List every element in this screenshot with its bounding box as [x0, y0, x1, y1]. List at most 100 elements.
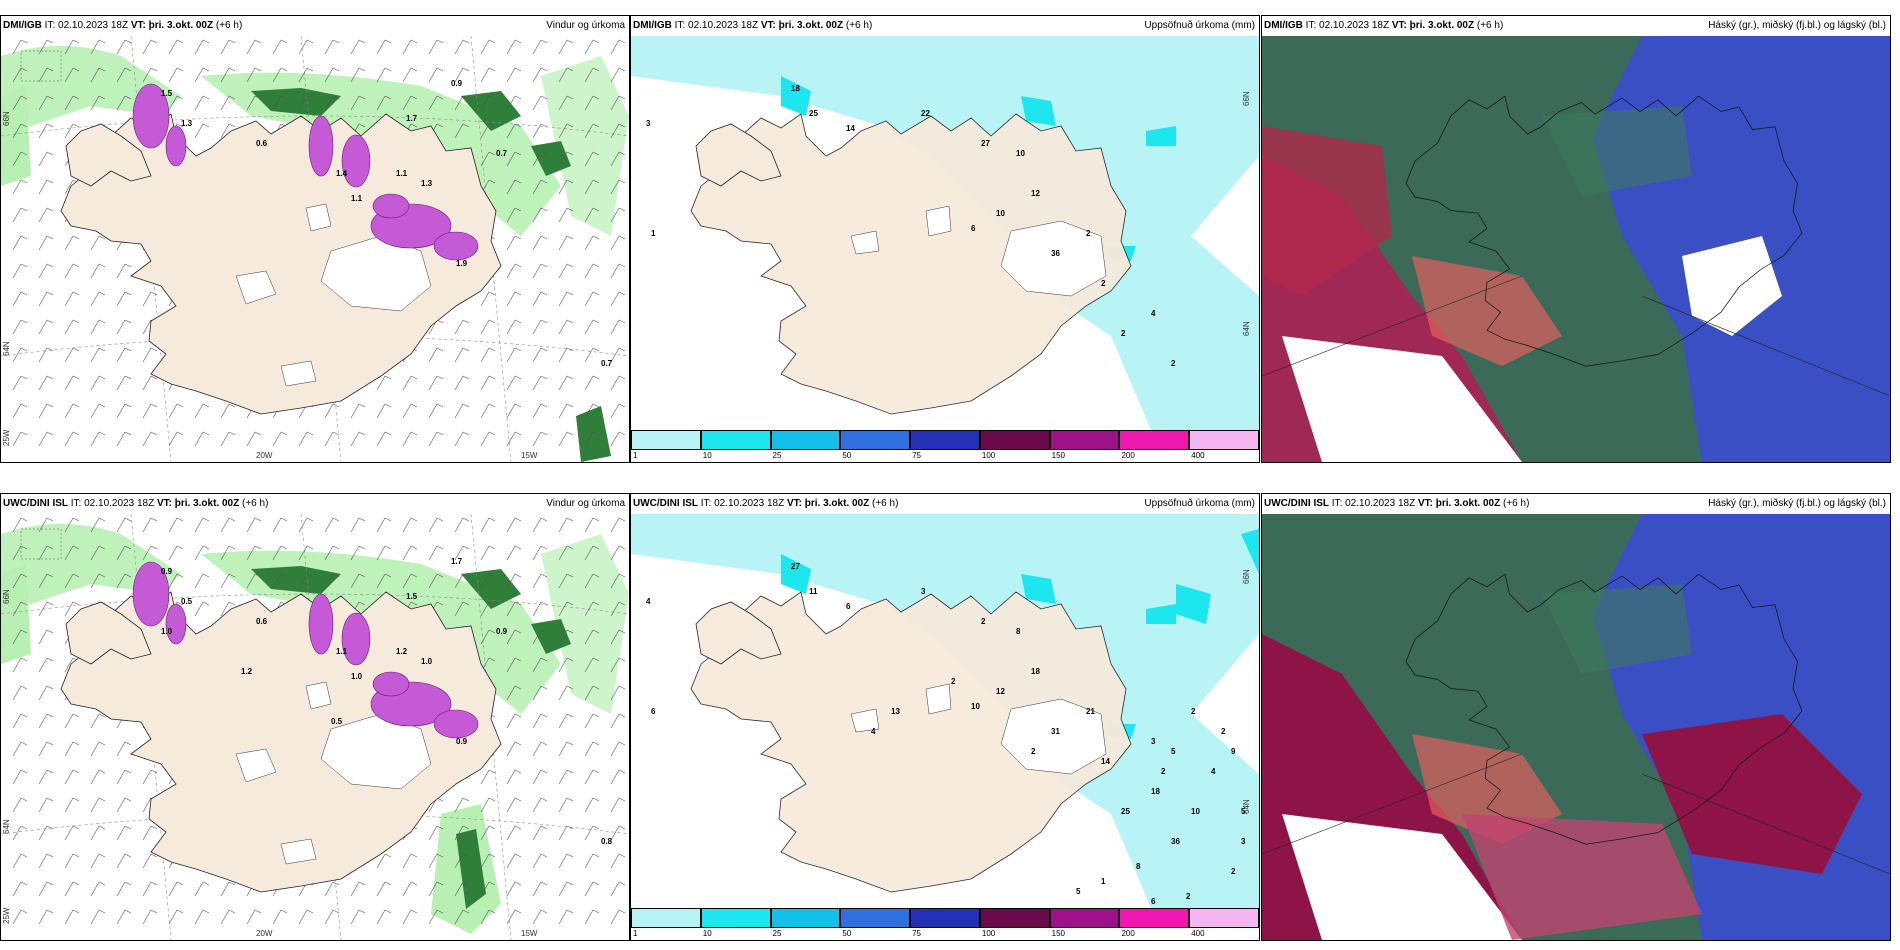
wind-barb: [38, 601, 54, 617]
lat-label-64n: 64N: [2, 819, 11, 834]
wind-barb: [532, 881, 548, 897]
wind-barb: [558, 797, 574, 813]
wind-barb: [584, 263, 600, 279]
wind-barb: [454, 347, 470, 363]
lon-label-25w: 25W: [2, 429, 11, 446]
map-wind-precip[interactable]: 20W 15W 25W 66N 64N 1.5 1.3 0.6 1.4 1.3 1.9 1.7 0.9 1…: [1, 36, 629, 462]
wind-barb: [376, 545, 392, 561]
wind-barb: [558, 713, 574, 729]
wind-barb: [610, 909, 626, 925]
precip-rate-label: 1.0: [351, 672, 363, 681]
wind-barb: [480, 39, 496, 55]
wind-barb: [168, 909, 184, 925]
valid-time: þri. 3.okt. 00Z: [148, 20, 214, 31]
precip-10mm-area: [1146, 126, 1176, 146]
wind-barb: [480, 601, 496, 617]
precip-10mm-area: [1021, 574, 1056, 604]
precip-amount-label: 14: [1101, 757, 1110, 766]
wind-barb: [272, 95, 288, 111]
wind-barb: [38, 151, 54, 167]
wind-barb: [194, 123, 210, 139]
init-time: 02.10.2023 18Z: [688, 20, 759, 31]
wind-barb: [454, 881, 470, 897]
precip-rate-label: 1.7: [406, 114, 418, 123]
wind-barb: [246, 67, 262, 83]
precip-amount-label: 2: [1171, 359, 1176, 368]
wind-barb: [168, 39, 184, 55]
wind-barb: [506, 657, 522, 673]
wind-barb: [64, 67, 80, 83]
wind-barb: [558, 517, 574, 533]
wind-barb: [350, 39, 366, 55]
wind-barb: [38, 375, 54, 391]
wind-barb: [584, 797, 600, 813]
map-clouds[interactable]: [1262, 36, 1890, 462]
wind-barb: [376, 517, 392, 533]
wind-barb: [64, 347, 80, 363]
colorbar-tick: 75: [912, 451, 922, 460]
wind-barb: [558, 291, 574, 307]
wind-barb: [90, 769, 106, 785]
wind-barb: [116, 741, 132, 757]
wind-barb: [272, 517, 288, 533]
precip-amount-label: 9: [1231, 747, 1236, 756]
wind-barb: [90, 431, 106, 447]
model-label: DMI/IGB: [633, 20, 672, 31]
product-title: Vindur og úrkoma: [546, 498, 625, 509]
panel-header: DMI/IGB IT: 02.10.2023 18Z VT: þri. 3.ok…: [1262, 16, 1890, 36]
map-clouds[interactable]: [1262, 514, 1890, 940]
wind-barb: [142, 67, 158, 83]
light-precip-area: [1, 86, 31, 186]
wind-barb: [246, 545, 262, 561]
westfjords-land: [65, 601, 152, 665]
wind-barb: [376, 909, 392, 925]
wind-barb: [12, 517, 28, 533]
precip-rate-label: 1.1: [336, 647, 348, 656]
wind-barb: [220, 573, 236, 589]
parallel-line: [1, 115, 629, 137]
wind-barb: [168, 881, 184, 897]
map-accum-precip[interactable]: 3 1 18 25 14 22 27 10 10 6 12 36 2 2 2 4 2 66N 64N: [631, 36, 1259, 430]
wind-barb: [480, 769, 496, 785]
map-wind-precip[interactable]: 20W 15W 25W 66N 64N 0.9 0.5 0.6 1.1 1.0 0.9 1.5 1.7 1…: [1, 514, 629, 940]
wind-barb: [532, 291, 548, 307]
wind-barb: [142, 347, 158, 363]
precip-amount-label: 3: [646, 119, 651, 128]
wind-barb: [168, 545, 184, 561]
colorbar-tick: 150: [1051, 451, 1066, 460]
wind-barb: [376, 403, 392, 419]
precip-rate-label: 0.9: [161, 567, 173, 576]
wind-barb: [532, 207, 548, 223]
precip-1mm-area: [631, 514, 1259, 908]
panel-accum-precip-dmi: DMI/IGB IT: 02.10.2023 18Z VT: þri. 3.ok…: [630, 15, 1260, 463]
wind-barb: [12, 769, 28, 785]
panel-clouds-dmi: DMI/IGB IT: 02.10.2023 18Z VT: þri. 3.ok…: [1261, 15, 1891, 463]
lat-label-64n: 64N: [2, 341, 11, 356]
wind-barb: [12, 151, 28, 167]
wind-barb: [610, 39, 626, 55]
wind-barb: [558, 123, 574, 139]
wind-barb: [454, 909, 470, 925]
wind-barb: [38, 347, 54, 363]
precip-amount-label: 2: [1086, 229, 1091, 238]
wind-barb: [194, 517, 210, 533]
heavy-precip-area: [461, 569, 521, 609]
wind-barb: [584, 95, 600, 111]
map-accum-precip[interactable]: 4 6 27 11 6 3 2 8 12 10 18 31 21 14 25 18 36 10 4 9 8 1 5 6 2 2 3 5…: [631, 514, 1259, 908]
wind-barb: [64, 545, 80, 561]
wind-barb: [90, 517, 106, 533]
precip-amount-label: 5: [1241, 807, 1246, 816]
wind-barb: [38, 853, 54, 869]
iceland-land: [690, 591, 1132, 893]
wind-barb: [454, 67, 470, 83]
wind-barb: [64, 263, 80, 279]
wind-barb: [532, 123, 548, 139]
langjokull-glacier: [925, 683, 952, 715]
precip-rate-label: 1.0: [421, 657, 433, 666]
wind-barb: [90, 235, 106, 251]
wind-barb: [324, 39, 340, 55]
colorbar-tick: 150: [1051, 929, 1066, 938]
precip-amount-label: 2: [1221, 727, 1226, 736]
wind-barb: [532, 67, 548, 83]
wind-barb: [584, 545, 600, 561]
